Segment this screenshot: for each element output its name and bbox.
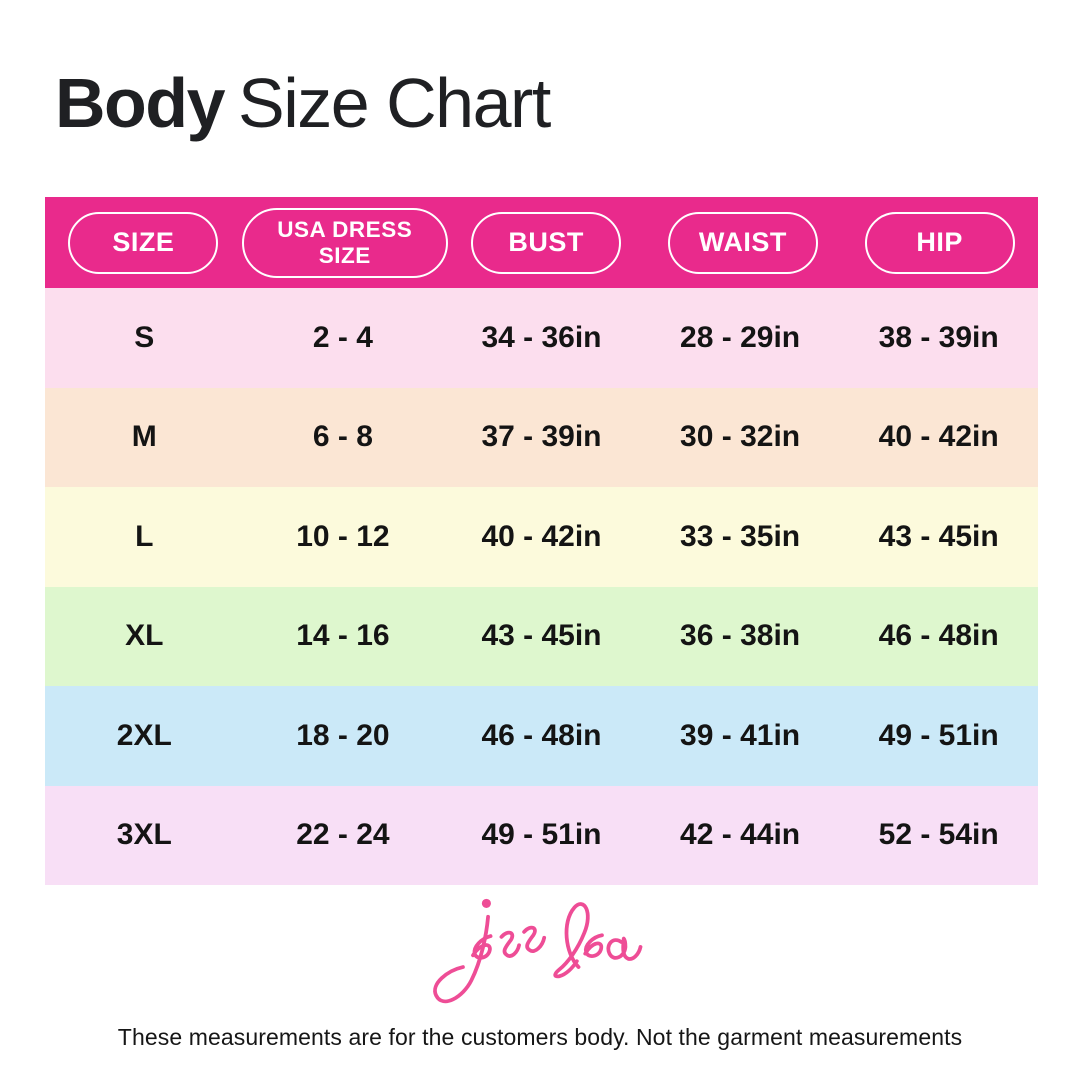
cell-size: 2XL (116, 718, 172, 752)
table-row-2xl: 2XL 18 - 20 46 - 48in 39 - 41in 49 - 51i… (45, 686, 1038, 786)
cell-hip: 52 - 54in (878, 818, 999, 852)
cell-waist: 42 - 44in (680, 818, 801, 852)
table-row-xl: XL 14 - 16 43 - 45in 36 - 38in 46 - 48in (45, 586, 1038, 686)
table-row-3xl: 3XL 22 - 24 49 - 51in 42 - 44in 52 - 54i… (45, 785, 1038, 885)
table-row-s: S 2 - 4 34 - 36in 28 - 29in 38 - 39in (45, 288, 1038, 388)
cell-size: L (135, 519, 154, 553)
cell-dress-size: 2 - 4 (312, 320, 373, 354)
page-title-emphasis: Body (55, 64, 226, 142)
cell-dress-size: 10 - 12 (296, 519, 390, 553)
cell-hip: 38 - 39in (878, 320, 999, 354)
cell-waist: 33 - 35in (680, 519, 801, 553)
table-row-l: L 10 - 12 40 - 42in 33 - 35in 43 - 45in (45, 487, 1038, 587)
header-pill-hip: HIP (864, 211, 1015, 274)
jess-lea-signature-icon (433, 898, 643, 1004)
cell-hip: 49 - 51in (878, 718, 999, 752)
cell-waist: 39 - 41in (680, 718, 801, 752)
header-pill-size: SIZE (68, 211, 219, 274)
cell-hip: 46 - 48in (878, 619, 999, 653)
header-cell-hip: HIP (841, 211, 1038, 274)
cell-dress-size: 6 - 8 (312, 420, 373, 454)
cell-waist: 28 - 29in (680, 320, 801, 354)
header-pill-bust: BUST (471, 211, 622, 274)
cell-size: M (131, 420, 157, 454)
cell-bust: 37 - 39in (481, 420, 602, 454)
cell-dress-size: 18 - 20 (296, 718, 390, 752)
cell-waist: 30 - 32in (680, 420, 801, 454)
cell-waist: 36 - 38in (680, 619, 801, 653)
header-cell-waist: WAIST (645, 211, 842, 274)
cell-dress-size: 14 - 16 (296, 619, 390, 653)
header-cell-usa-dress-size: USA DRESS SIZE (241, 207, 448, 278)
header-cell-size: SIZE (45, 211, 242, 274)
cell-hip: 43 - 45in (878, 519, 999, 553)
cell-bust: 34 - 36in (481, 320, 602, 354)
size-table-header-row: SIZE USA DRESS SIZE BUST WAIST HIP (45, 197, 1038, 288)
header-pill-usa-dress-size: USA DRESS SIZE (241, 207, 448, 278)
cell-dress-size: 22 - 24 (296, 818, 390, 852)
cell-size: XL (125, 619, 164, 653)
page-title-rest: Size Chart (238, 64, 551, 142)
header-pill-waist: WAIST (667, 211, 818, 274)
cell-size: S (134, 320, 155, 354)
cell-bust: 49 - 51in (481, 818, 602, 852)
cell-bust: 46 - 48in (481, 718, 602, 752)
brand-signature (0, 890, 1080, 1024)
size-table: SIZE USA DRESS SIZE BUST WAIST HIP S 2 -… (45, 197, 1038, 885)
footer-disclaimer: These measurements are for the customers… (117, 1024, 963, 1050)
cell-hip: 40 - 42in (878, 420, 999, 454)
cell-bust: 40 - 42in (481, 519, 602, 553)
page-title: Body Size Chart (55, 68, 551, 138)
header-cell-bust: BUST (448, 211, 645, 274)
table-row-m: M 6 - 8 37 - 39in 30 - 32in 40 - 42in (45, 387, 1038, 487)
cell-bust: 43 - 45in (481, 619, 602, 653)
cell-size: 3XL (116, 818, 172, 852)
